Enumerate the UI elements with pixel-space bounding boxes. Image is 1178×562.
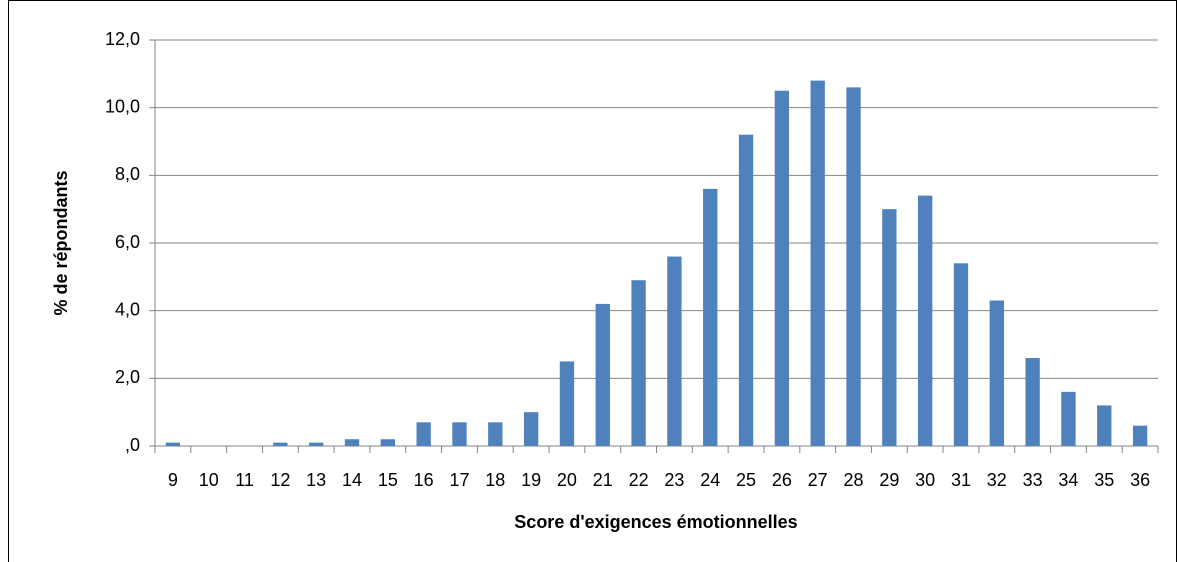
x-tick-label: 32 [987, 470, 1007, 490]
bar [380, 439, 396, 446]
x-tick-label: 27 [808, 470, 828, 490]
bar [1132, 425, 1148, 446]
x-tick-label: 15 [378, 470, 398, 490]
x-axis-title: Score d'exigences émotionnelles [514, 512, 797, 532]
bar [989, 300, 1004, 446]
x-tick-label: 23 [664, 470, 684, 490]
x-tick-label: 31 [951, 470, 971, 490]
bar [1025, 358, 1040, 446]
x-tick-label: 34 [1058, 470, 1078, 490]
x-tick-label: 19 [521, 470, 541, 490]
bar [1097, 405, 1112, 446]
bar [452, 422, 467, 446]
x-tick-label: 36 [1130, 470, 1150, 490]
x-tick-label: 14 [342, 470, 362, 490]
y-tick-label: 2,0 [115, 367, 140, 387]
x-tick-label: 20 [557, 470, 577, 490]
y-tick-label: ,0 [125, 435, 140, 455]
x-tick-label: 11 [235, 470, 254, 490]
bar [1061, 391, 1076, 446]
x-tick-label: 26 [772, 470, 792, 490]
y-axis-title: % de répondants [51, 170, 71, 315]
bar [595, 303, 610, 446]
x-tick-label: 18 [485, 470, 505, 490]
bar [309, 442, 324, 446]
x-tick-label: 12 [270, 470, 290, 490]
bar [523, 412, 539, 446]
x-tick-label: 10 [199, 470, 219, 490]
x-tick-label: 29 [879, 470, 899, 490]
y-tick-label: 4,0 [115, 299, 140, 319]
bar [738, 134, 754, 446]
x-tick-label: 35 [1094, 470, 1114, 490]
chart-frame [8, 0, 1177, 562]
bar [559, 361, 575, 446]
bar [703, 188, 718, 446]
bar [488, 422, 503, 446]
bar [416, 422, 431, 446]
y-tick-label: 6,0 [115, 232, 140, 252]
x-tick-label: 9 [168, 470, 178, 490]
bar [917, 195, 933, 446]
x-tick-label: 28 [844, 470, 864, 490]
bar [846, 87, 861, 446]
bar [810, 80, 825, 446]
bar [165, 442, 181, 446]
bar [667, 256, 682, 446]
x-tick-label: 33 [1023, 470, 1043, 490]
y-tick-label: 8,0 [115, 164, 140, 184]
bar [953, 263, 969, 446]
x-tick-label: 17 [449, 470, 469, 490]
bar [344, 439, 360, 446]
y-tick-label: 10,0 [105, 96, 140, 116]
y-tick-label: 12,0 [105, 29, 140, 49]
x-tick-label: 30 [915, 470, 935, 490]
x-tick-label: 13 [306, 470, 326, 490]
bar [882, 209, 897, 446]
bar [631, 280, 646, 446]
bar [273, 442, 288, 446]
bar [774, 90, 790, 446]
x-tick-label: 21 [593, 470, 613, 490]
x-tick-label: 24 [700, 470, 720, 490]
x-tick-label: 25 [736, 470, 756, 490]
x-tick-label: 16 [414, 470, 434, 490]
x-tick-label: 22 [629, 470, 649, 490]
